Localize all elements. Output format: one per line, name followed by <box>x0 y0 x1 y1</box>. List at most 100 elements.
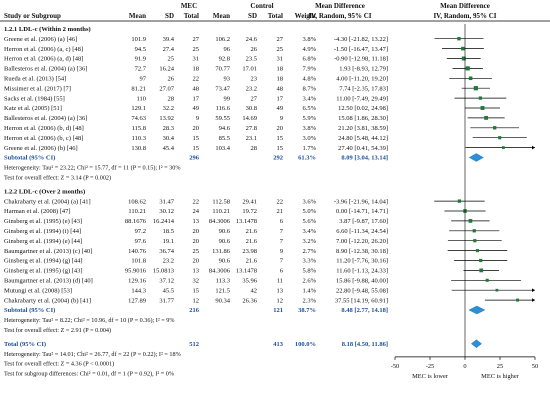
study-1-5-total-ctl: 9 <box>280 248 283 255</box>
study-0-11-arrow <box>532 145 535 150</box>
study-0-8-square <box>484 116 489 120</box>
study-0-1-ci-text: -1.50 [-16.47, 13.47] <box>334 46 388 53</box>
study-0-2-label: Herron et al. (2006) (a, d) [48] <box>4 56 83 63</box>
study-1-5-square <box>475 249 479 253</box>
study-0-9-sd-ctl: 27.8 <box>246 125 257 132</box>
header-mean-ctl: Mean <box>213 12 230 20</box>
heterogeneity-1: Heterogeneity: Tau² = 8.22; Chi² = 10.96… <box>4 317 175 324</box>
study-1-8-weight: 2.6% <box>302 278 316 285</box>
study-0-11-label: Greene et al. (2006) (b) [46] <box>4 145 78 152</box>
subtotal-label-0: Subtotal (95% CI) <box>4 155 55 162</box>
study-1-4-weight: 3.2% <box>302 238 316 245</box>
study-0-5-sd-ctl: 23.2 <box>246 85 257 92</box>
study-1-2-total-ctl: 6 <box>280 218 284 225</box>
study-1-7-mean-exp: 95.9016 <box>125 268 147 275</box>
study-1-9-square <box>495 288 499 292</box>
study-1-0-sd-ctl: 29.41 <box>242 198 257 205</box>
study-0-3-weight: 7.9% <box>302 66 316 73</box>
study-1-9-sd-exp: 45.5 <box>163 287 174 294</box>
subtotal-weight-0: 61.3% <box>298 155 316 162</box>
study-0-2-total-exp: 31 <box>193 56 200 63</box>
study-1-1-total-exp: 24 <box>193 208 200 215</box>
study-0-4-mean-exp: 97 <box>140 76 147 83</box>
study-1-1-mean-ctl: 110.21 <box>212 208 230 215</box>
study-1-4-square <box>473 239 477 243</box>
study-1-4-ci-text: 7.00 [-12.20, 26.20] <box>336 238 388 245</box>
study-1-4-total-exp: 20 <box>193 238 200 245</box>
study-0-11-weight: 1.7% <box>302 145 316 152</box>
study-1-0-mean-ctl: 112.58 <box>212 198 230 205</box>
subtotal-1-diamond <box>468 305 486 315</box>
study-1-4-label: Ginsberg et al. (1994) (e) [44] <box>4 238 82 245</box>
study-0-0-ci-text: -4.30 [-21.82, 13.22] <box>334 36 388 43</box>
study-1-6-mean-exp: 101.8 <box>131 258 146 265</box>
study-1-1-ci-text: 0.00 [-14.71, 14.71] <box>336 208 388 215</box>
study-1-7-sd-exp: 15.0813 <box>153 268 174 275</box>
total-total-exp: 512 <box>189 341 199 348</box>
study-0-8-sd-exp: 13.92 <box>159 115 174 122</box>
study-1-7-total-exp: 13 <box>193 268 200 275</box>
study-0-1-mean-exp: 94.5 <box>135 46 146 53</box>
study-1-10-weight: 2.3% <box>302 297 316 304</box>
study-0-1-total-exp: 25 <box>193 46 200 53</box>
study-0-9-total-exp: 20 <box>193 125 200 132</box>
header-md-sub-right: IV, Random, 95% CI <box>433 12 496 20</box>
group-title-0: 1.2.1 LDL-c (Within 2 months) <box>4 26 91 33</box>
study-0-5-ci-text: 7.74 [-2.35, 17.83] <box>339 85 388 92</box>
study-0-9-square <box>493 126 497 130</box>
study-0-5-mean-ctl: 73.47 <box>215 85 230 92</box>
study-0-7-weight: 6.5% <box>302 105 316 112</box>
study-1-10-mean-ctl: 90.34 <box>215 297 230 304</box>
header-mean-exp: Mean <box>129 12 146 20</box>
study-0-4-total-ctl: 18 <box>277 76 284 83</box>
study-1-6-total-exp: 20 <box>193 258 200 265</box>
study-1-6-ci-text: 11.20 [-7.76, 30.16] <box>336 258 388 265</box>
x-tick-label-4: 50 <box>532 363 538 370</box>
study-0-5-weight: 8.7% <box>302 85 316 92</box>
study-0-9-weight: 3.8% <box>302 125 316 132</box>
study-0-10-mean-ctl: 85.5 <box>219 135 230 142</box>
study-0-2-weight: 6.8% <box>302 56 316 63</box>
overall-test-0: Test for overall effect: Z = 3.14 (P = 0… <box>4 175 111 182</box>
x-tick-label-0: -50 <box>391 363 400 370</box>
header-md-left: Mean Difference <box>315 2 365 10</box>
study-0-0-sd-ctl: 24.6 <box>246 36 258 43</box>
study-0-4-label: Rueda et al. (2013) [54] <box>4 76 66 83</box>
study-0-11-sd-exp: 45.4 <box>163 145 175 152</box>
study-0-9-total-ctl: 20 <box>277 125 284 132</box>
study-1-1-mean-exp: 110.21 <box>128 208 146 215</box>
study-0-1-square <box>461 46 465 51</box>
study-1-9-label: Mutungi et al. (2008) [53] <box>4 287 72 294</box>
study-0-8-ci-text: 15.08 [1.86, 28.30] <box>338 115 388 122</box>
study-0-2-mean-ctl: 92.8 <box>219 56 230 63</box>
study-1-6-square <box>479 258 483 263</box>
study-1-3-mean-exp: 97.2 <box>135 228 146 235</box>
study-0-6-total-ctl: 17 <box>277 95 284 102</box>
study-1-0-total-ctl: 22 <box>277 198 284 205</box>
study-0-0-square <box>457 37 461 41</box>
study-0-5-sd-exp: 27.07 <box>159 85 174 92</box>
study-1-10-sd-ctl: 26.36 <box>242 297 257 304</box>
study-1-3-total-ctl: 7 <box>280 228 284 235</box>
study-0-7-ci-text: 12.50 [0.02, 24.98] <box>338 105 388 112</box>
study-1-7-total-ctl: 6 <box>280 268 284 275</box>
study-1-8-mean-ctl: 113.3 <box>216 278 230 285</box>
study-0-10-total-ctl: 15 <box>277 135 284 142</box>
study-0-9-ci-text: 21.20 [3.81, 38.59] <box>338 125 388 132</box>
subtotal-total-exp-1: 216 <box>189 307 200 314</box>
study-1-9-total-exp: 15 <box>193 287 200 294</box>
study-1-8-ci-text: 15.86 [-9.88, 40.00] <box>336 278 388 285</box>
x-tick-label-3: 25 <box>497 363 503 370</box>
study-0-7-total-exp: 49 <box>193 105 200 112</box>
study-0-1-total-ctl: 25 <box>277 46 284 53</box>
study-1-9-ci-text: 22.80 [-9.48, 55.08] <box>336 287 388 294</box>
study-1-5-sd-exp: 36.74 <box>159 248 174 255</box>
study-1-5-mean-ctl: 131.86 <box>212 248 231 255</box>
study-0-9-sd-exp: 28.3 <box>163 125 174 132</box>
study-1-10-arrow <box>532 298 535 302</box>
study-1-1-total-ctl: 21 <box>277 208 284 215</box>
study-1-3-weight: 3.4% <box>302 228 316 235</box>
study-0-3-mean-exp: 72.7 <box>135 66 147 73</box>
header-md-sub-left: IV, Random, 95% CI <box>308 12 371 20</box>
study-1-2-label: Ginsberg et al. (1995) (e) [43] <box>4 218 82 225</box>
